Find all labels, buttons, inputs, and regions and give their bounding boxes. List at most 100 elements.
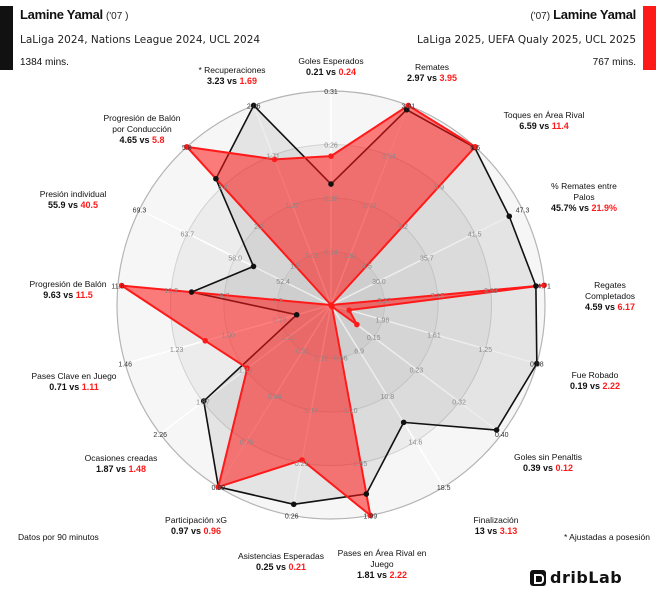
axis-tick-label: 0.17 [305, 408, 319, 415]
left-player-value: 0.97 [170, 526, 189, 536]
axis-tick-label: 0.89 [212, 485, 226, 492]
left-player-name: Lamine Yamal [20, 7, 103, 22]
left-player-competitions: LaLiga 2024, Nations League 2024, UCL 20… [20, 34, 261, 46]
axis-label-values: 0.25 vs 0.21 [238, 562, 324, 573]
vs-label: vs [323, 67, 339, 77]
right-player-value: 6.17 [617, 302, 636, 312]
right-player-point [118, 282, 125, 289]
right-player-value: 40.5 [80, 200, 99, 210]
axis-tick-label: 1.99 [364, 513, 378, 520]
axis-label-title: Finalización [473, 515, 519, 525]
axis-tick-label: 1.49 [239, 367, 253, 374]
left-player-point [213, 175, 219, 182]
axis-tick-label: 41.5 [468, 231, 482, 238]
left-player-value: 0.21 [305, 67, 324, 77]
left-player-year: ('07 ) [105, 11, 129, 22]
right-player-point [472, 144, 478, 150]
vs-label: vs [576, 203, 592, 213]
axis-tick-label: 58.0 [228, 255, 242, 262]
axis-label: Presión individual 55.9 vs 40.5 [40, 189, 107, 211]
axis-tick-label: 0.14 [324, 250, 338, 257]
axis-tick-label: 2.07 [363, 203, 377, 210]
axis-tick-label: 3.01 [401, 103, 415, 110]
right-player-header: ('07) Lamine Yamal LaLiga 2025, UEFA Qua… [417, 8, 636, 70]
axis-label-title: Asistencias Esperadas [238, 551, 324, 561]
left-player-value: 4.65 [119, 135, 137, 145]
right-player-value: 1.11 [81, 382, 99, 392]
axis-tick-label: 1.37 [286, 203, 300, 210]
right-player-minutes: 767 mins. [592, 57, 636, 68]
left-player-value: 0.71 [49, 382, 67, 392]
left-player-point [250, 263, 257, 270]
axis-tick-label: 69.3 [133, 208, 147, 215]
axis-label-values: 3.23 vs 1.69 [198, 76, 265, 87]
axis-tick-label: 2.06 [247, 103, 261, 110]
left-player-point [534, 360, 540, 367]
axis-label-values: 6.59 vs 11.4 [504, 121, 585, 132]
right-player-value: 0.24 [338, 67, 357, 77]
left-player-point [293, 311, 300, 318]
axis-tick-label: 1.71 [266, 153, 280, 160]
left-player-value: 0.19 [569, 381, 588, 391]
axis-label-values: 4.65 vs 5.8 [103, 135, 180, 146]
radar-spoke [330, 304, 503, 435]
axis-tick-label: 4.71 [537, 283, 551, 290]
axis-tick-label: 52.4 [276, 279, 290, 286]
axis-label-values: 0.39 vs 0.12 [514, 463, 582, 474]
vs-label: vs [60, 290, 76, 300]
right-player-point [328, 153, 334, 159]
axis-label: * Recuperaciones 3.23 vs 1.69 [198, 65, 265, 87]
axis-tick-label: 1.98 [376, 318, 390, 325]
axis-tick-label: 1.5 [290, 263, 300, 270]
axis-label-title: Progresión de Balón [29, 279, 107, 289]
axis-tick-label: 0.66 [334, 356, 348, 363]
right-player-value: 5.8 [152, 135, 165, 145]
left-player-color-bar [0, 6, 13, 70]
axis-label-values: 0.71 vs 1.11 [31, 382, 116, 393]
axis-label: Asistencias Esperadas 0.25 vs 0.21 [238, 551, 324, 573]
radar-spoke [330, 304, 445, 488]
left-player-point [363, 491, 370, 497]
radar-spoke [139, 208, 332, 306]
axis-tick-label: 1.25 [479, 347, 493, 354]
right-player-year: ('07) [530, 11, 551, 22]
axis-tick-label: 0.32 [452, 400, 466, 407]
left-player-point [250, 102, 257, 109]
axis-tick-label: 1.10 [344, 408, 358, 415]
axis-tick-label: 63.7 [181, 231, 195, 238]
axis-tick-label: 1.87 [196, 400, 210, 407]
axis-tick-label: 2.9 [254, 224, 264, 231]
axis-label-title: Ocasiones creadas [84, 453, 158, 463]
left-player-value: 45.7% [550, 203, 577, 213]
axis-tick-label: 6.9 [354, 348, 364, 355]
axis-label: Progresión de Balón 9.63 vs 11.5 [29, 279, 106, 301]
axis-tick-label: 0.31 [324, 89, 338, 96]
axis-tick-label: 11.6 [111, 283, 124, 290]
axis-tick-label: 5.8 [182, 145, 192, 152]
right-player-point [354, 321, 360, 328]
axis-label-title: Participación xG [165, 515, 227, 525]
axis-label-title: Remates [414, 62, 450, 72]
axis-label-values: 55.9 vs 40.5 [40, 200, 107, 211]
axis-tick-label: 0.26 [324, 143, 338, 150]
right-player-value: 0.21 [288, 562, 307, 572]
axis-tick-label: 18.5 [437, 485, 451, 492]
left-player-point [328, 181, 334, 187]
axis-label-title: Fue Robado [571, 370, 619, 380]
vs-label: vs [273, 562, 289, 572]
vs-label: vs [484, 526, 500, 536]
axis-tick-label: 5.9 [434, 184, 444, 191]
axis-label: Participación xG 0.97 vs 0.96 [165, 515, 227, 537]
left-player-value: 13 [474, 526, 485, 536]
right-player-point [244, 365, 251, 372]
axis-label-values: 0.21 vs 0.24 [298, 67, 363, 78]
axis-label: Goles sin Penaltis 0.39 vs 0.12 [514, 452, 582, 474]
vs-label: vs [224, 76, 240, 86]
right-player-value: 1.69 [239, 76, 258, 86]
axis-label-title: Goles sin Penaltis [513, 452, 583, 462]
axis-label: Pases Clave en Juego 0.71 vs 1.11 [31, 371, 116, 393]
vs-label: vs [536, 121, 552, 131]
axis-tick-label: 0.76 [240, 439, 254, 446]
axis-label-values: 1.81 vs 2.22 [338, 570, 427, 581]
